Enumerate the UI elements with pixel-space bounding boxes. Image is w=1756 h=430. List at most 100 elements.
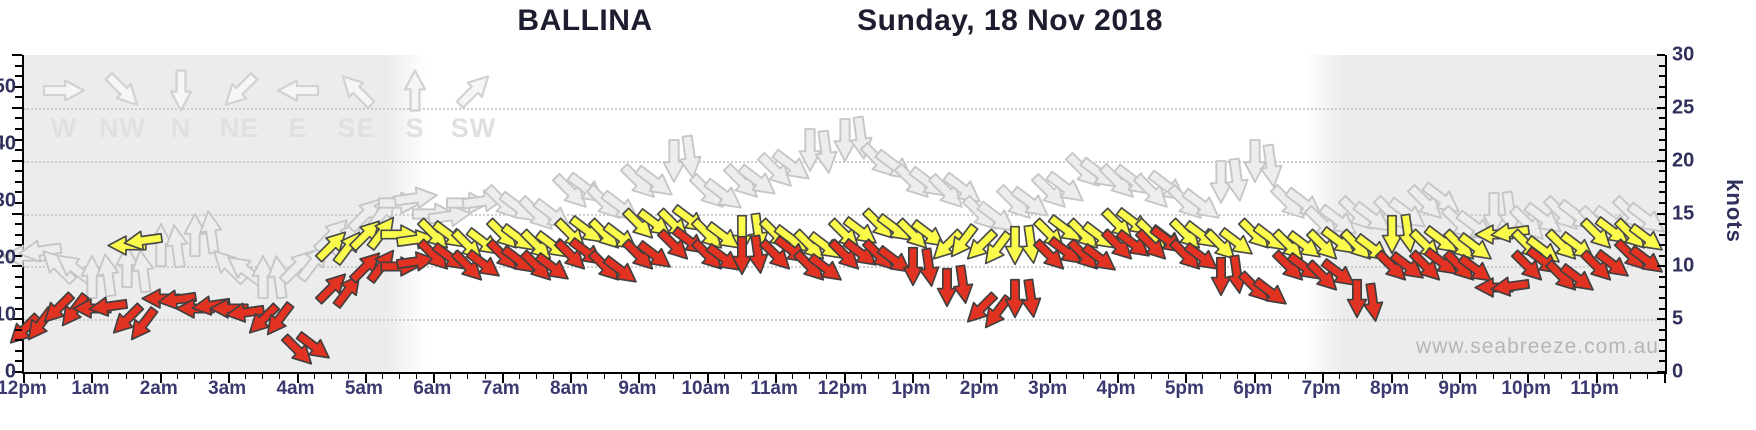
forecast-arrow [1221, 157, 1253, 202]
x-axis-label-3: 3am [208, 378, 247, 399]
forecast-arrow [93, 252, 125, 298]
wind_avg-arrow [242, 298, 285, 341]
forecast-arrow [547, 168, 595, 216]
forecast-arrow [811, 129, 843, 174]
compass-label-se: SE [337, 113, 376, 143]
y-tick-left [15, 117, 22, 120]
y-axis-left-label-30: 30 [0, 189, 16, 212]
y-tick-left [15, 360, 22, 363]
wind_avg-arrow [1454, 249, 1498, 290]
x-tick [1117, 374, 1119, 383]
x-tick [928, 374, 930, 379]
x-axis-label-21: 9pm [1438, 378, 1478, 399]
forecast-arrow [1007, 180, 1056, 226]
x-tick [1475, 374, 1477, 379]
compass-label-w: W [50, 113, 78, 143]
x-tick [433, 374, 436, 383]
y-tick-left [12, 318, 22, 321]
x-axis-label-2: 2am [139, 378, 178, 399]
compass-arrow-e-icon [276, 78, 320, 103]
y-tick-left [15, 328, 22, 331]
compass-arrow-ne-icon [217, 67, 263, 113]
x-tick [1595, 374, 1598, 383]
wind_avg-arrow [276, 329, 319, 372]
x-tick [894, 374, 896, 379]
gusts-arrow [925, 224, 968, 267]
date-title: Sunday, 18 Nov 2018 [857, 4, 1163, 37]
x-tick [570, 374, 572, 383]
x-tick [758, 374, 760, 379]
forecast-arrow [114, 244, 140, 289]
gusts-arrow [1214, 222, 1258, 263]
wind_avg-arrow [361, 243, 402, 287]
forecast-arrow [631, 159, 680, 205]
x-tick [296, 374, 299, 383]
x-axis-label-17: 5pm [1164, 378, 1204, 399]
x-tick [159, 374, 162, 383]
y-tick-right [1659, 328, 1665, 331]
wind_avg-arrow [344, 245, 387, 288]
y-tick-right [1657, 371, 1665, 373]
y-tick-right [1659, 201, 1665, 204]
x-tick [1082, 374, 1084, 379]
wind_avg-arrow [37, 287, 80, 330]
x-tick [330, 374, 332, 379]
x-tick [1458, 374, 1461, 383]
forecast-arrow [34, 242, 82, 290]
compass-label-s: S [405, 113, 425, 143]
y-tick-right [1659, 254, 1665, 257]
wind_avg-arrow [755, 234, 798, 277]
x-tick [1441, 374, 1443, 379]
x-tick [1322, 374, 1325, 383]
x-tick [877, 374, 879, 379]
y-tick-left [15, 149, 22, 152]
x-tick [108, 374, 110, 379]
x-axis-label-4: 4am [276, 378, 315, 399]
x-tick [809, 374, 811, 379]
y-axis-right-label-15: 15 [1672, 202, 1695, 224]
x-tick [1185, 374, 1188, 383]
x-axis-label-12: 12pm [817, 378, 868, 399]
y-tick-left [15, 286, 22, 289]
wind_avg-arrow [633, 235, 677, 276]
forecast-arrow [768, 143, 817, 189]
y-tick-left [15, 223, 22, 226]
y-tick-right [1659, 307, 1665, 310]
forecast-arrow [161, 224, 193, 269]
wind_avg-arrow [225, 299, 266, 327]
x-tick [40, 374, 42, 379]
x-tick [467, 374, 469, 379]
x-tick [723, 374, 725, 379]
y-axis-right-label-25: 25 [1672, 96, 1695, 119]
x-tick [228, 374, 231, 383]
x-tick [23, 374, 25, 383]
y-tick-left [15, 180, 22, 183]
y-axis-right-label-20: 20 [1672, 149, 1695, 172]
wind_avg-arrow [977, 290, 1018, 334]
y-tick-left [12, 265, 22, 268]
forecast-arrow [1128, 168, 1176, 216]
wind_avg-arrow [1404, 245, 1447, 288]
x-tick [740, 374, 742, 379]
x-tick [1544, 374, 1546, 379]
wind_avg-arrow [1490, 272, 1531, 300]
x-tick [792, 374, 794, 379]
y-tick-left [15, 201, 22, 204]
x-tick [193, 374, 195, 379]
gusts-arrow [977, 226, 1018, 270]
y-tick-left [15, 170, 22, 173]
y-tick-left [15, 297, 22, 300]
y-tick-left [12, 159, 22, 162]
forecast-arrow [1041, 165, 1090, 211]
y-axis-right-label-0: 0 [1672, 360, 1684, 383]
wind_avg-arrow [1575, 245, 1618, 288]
x-axis-label-5: 5am [344, 378, 383, 399]
x-tick [1407, 374, 1409, 379]
y-tick-right [1659, 127, 1665, 130]
compass-arrow-w-icon [42, 78, 86, 103]
gusts-arrow [907, 214, 951, 255]
y-axis-right-label-30: 30 [1672, 43, 1695, 66]
x-tick [997, 374, 999, 379]
y-tick-right [1659, 339, 1665, 342]
